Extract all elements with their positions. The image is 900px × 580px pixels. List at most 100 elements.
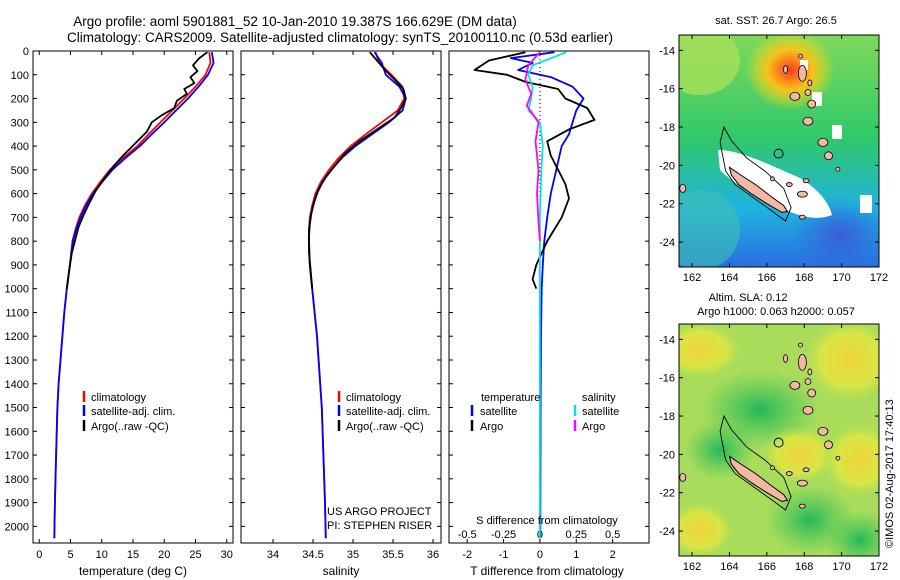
sst-field (679, 35, 879, 267)
map-lat-label: -18 (659, 122, 675, 134)
x-tick-label: -1 (499, 549, 509, 561)
map-lat-label: -14 (659, 45, 675, 57)
legend-climatology-label: climatology (346, 392, 402, 404)
y-tick-label: 1900 (5, 498, 29, 510)
figure-title-line2: Climatology: CARS2009. Satellite-adjuste… (67, 30, 613, 45)
island (817, 137, 829, 147)
difference-xlabel-s: S difference from climatology (476, 515, 618, 527)
island (807, 79, 813, 87)
island (804, 378, 812, 385)
map-lon-label: 164 (720, 561, 738, 573)
series-line-salinity-satellite (527, 51, 567, 539)
y-tick-label: 100 (11, 70, 29, 82)
island (802, 467, 810, 473)
legend-satellite-label: satellite-adj. clim. (91, 406, 175, 418)
island (783, 354, 788, 363)
island (807, 368, 813, 376)
y-tick-label: 1600 (5, 426, 29, 438)
map-lat-label: -16 (659, 84, 675, 96)
map-lat-label: -20 (659, 449, 675, 461)
y-tick-label: 1300 (5, 355, 29, 367)
sst-map-frame (678, 34, 880, 268)
map-lon-label: 164 (720, 272, 738, 284)
imos-credit: ©IMOS 02-Aug-2017 17:40:13 (884, 399, 896, 548)
temperature-legend: climatology satellite-adj. clim. Argo(..… (82, 391, 175, 433)
x-tick-label: -2 (462, 549, 472, 561)
difference-xlabel-t: T difference from climatology (470, 564, 624, 578)
island (789, 380, 801, 390)
new-caledonia-landmass (728, 455, 789, 502)
island (802, 116, 814, 126)
x-tick-label: 20 (158, 549, 170, 561)
y-tick-label: 2000 (5, 521, 29, 533)
sla-map-frame (678, 323, 880, 557)
map-lon-label: 170 (832, 561, 850, 573)
legend-climatology-label: climatology (91, 392, 147, 404)
reef-outline (719, 414, 792, 511)
sla-map-panel: Altim. SLA: 0.12 Argo h1000: 0.063 h2000… (659, 292, 888, 573)
sla-map-subtitle: Argo h1000: 0.063 h2000: 0.057 (697, 306, 855, 318)
y-tick-label: 900 (11, 260, 29, 272)
x-tick-label: 35.5 (382, 549, 403, 561)
x-tick-label: 2 (610, 549, 616, 561)
argo-float-marker (773, 148, 784, 159)
map-lat-label: -20 (659, 160, 675, 172)
y-tick-label: 1700 (5, 450, 29, 462)
island (824, 151, 833, 161)
figure-title-line1: Argo profile: aoml 5901881_52 10-Jan-201… (73, 14, 517, 29)
x-tick-label-s: 0.25 (566, 529, 587, 541)
new-caledonia-landmass (728, 166, 789, 213)
island (817, 426, 829, 436)
x-tick-label: 5 (67, 549, 73, 561)
difference-axes-frame (448, 50, 650, 544)
map-lon-label: 166 (758, 272, 776, 284)
temperature-xlabel: temperature (deg C) (79, 564, 187, 578)
island (807, 388, 817, 398)
island (824, 440, 833, 450)
map-lon-label: 172 (870, 561, 888, 573)
island (796, 479, 808, 487)
y-tick-label: 1000 (5, 284, 29, 296)
legend-temperature-heading: temperature (481, 392, 540, 404)
legend-t-satellite-label: satellite (480, 406, 517, 418)
island (783, 65, 788, 74)
sst-map-panel: sat. SST: 26.7 Argo: 26.5 162 164 166 168 17… (659, 15, 888, 284)
island (798, 503, 806, 509)
temperature-axes-frame (32, 50, 234, 544)
series-line-temperature-argo (473, 51, 596, 290)
map-lon-label: 168 (795, 561, 813, 573)
salinity-axes-frame (240, 50, 442, 544)
sla-field (679, 324, 879, 556)
x-tick-label: 0 (36, 549, 42, 561)
map-lat-label: -14 (659, 334, 675, 346)
y-tick-label: 600 (11, 189, 29, 201)
y-tick-label: 300 (11, 117, 29, 129)
map-lat-label: -16 (659, 373, 675, 385)
legend-argo-label: Argo(..raw -QC) (91, 421, 169, 433)
island (804, 89, 812, 96)
island (802, 405, 814, 415)
legend-t-argo-label: Argo (480, 421, 503, 433)
x-tick-label-s: -0.5 (458, 529, 477, 541)
island (785, 182, 793, 187)
map-lon-label: 172 (870, 272, 888, 284)
x-tick-label: 30 (221, 549, 233, 561)
y-tick-label: 1500 (5, 403, 29, 415)
reef-outline (719, 125, 792, 222)
temperature-panel: 0100200300400500600700800900100011001200… (5, 46, 234, 578)
x-tick-label: 34 (267, 549, 279, 561)
map-lon-label: 162 (683, 561, 701, 573)
map-lat-label: -22 (659, 199, 675, 211)
x-tick-label-s: -0.25 (491, 529, 516, 541)
island (835, 455, 841, 461)
island (770, 465, 775, 471)
island (797, 353, 807, 371)
y-tick-label: 200 (11, 94, 29, 106)
difference-legend: temperature salinity satellite Argo sate… (470, 392, 619, 433)
x-tick-label: 1 (573, 549, 579, 561)
credit-project: US ARGO PROJECT (327, 506, 432, 518)
sst-map-title: sat. SST: 26.7 Argo: 26.5 (715, 15, 837, 27)
legend-s-satellite-label: satellite (582, 406, 619, 418)
series-line-salinity-argo (524, 51, 541, 242)
